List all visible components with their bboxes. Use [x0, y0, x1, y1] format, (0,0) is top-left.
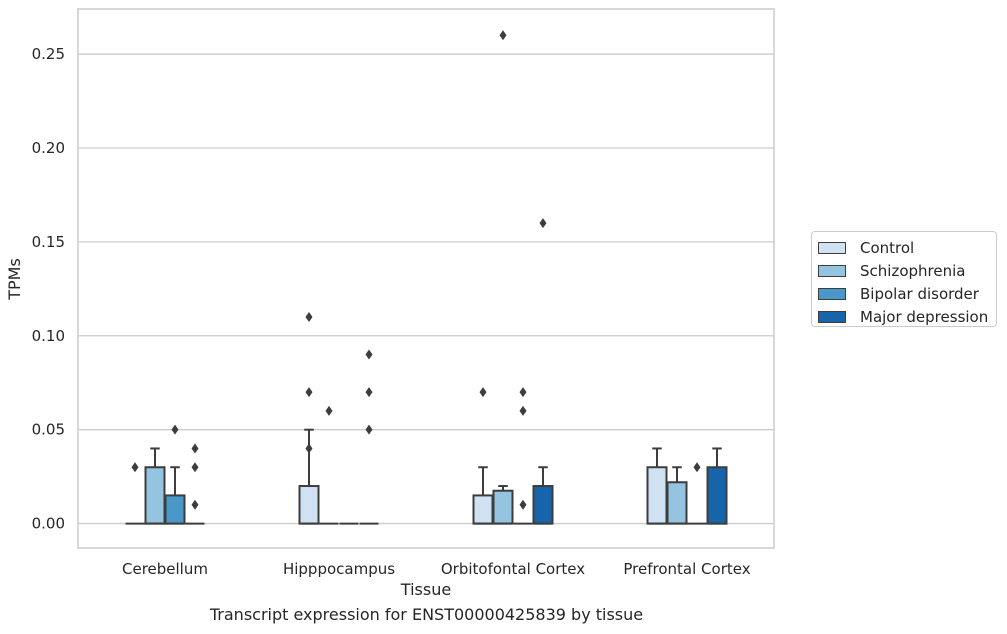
- box-body: [144, 466, 166, 525]
- box-schizophrenia: [319, 405, 339, 525]
- plot-frame: [77, 8, 775, 549]
- box-body: [164, 494, 186, 525]
- outlier-point: [191, 462, 199, 473]
- legend-label-bipolar-disorder: Bipolar disorder: [860, 284, 979, 303]
- outlier-point: [479, 387, 487, 398]
- box-body: [472, 494, 494, 525]
- outlier-point: [365, 349, 373, 360]
- y-tick-label: 0.05: [32, 421, 65, 439]
- legend-label-schizophrenia: Schizophrenia: [860, 261, 966, 280]
- outlier-point: [499, 30, 507, 41]
- x-tick-label: Prefrontal Cortex: [623, 560, 750, 578]
- legend-swatch-major-depression: [818, 310, 846, 323]
- outlier-point: [131, 462, 139, 473]
- legend-label-major-depression: Major depression: [860, 307, 989, 326]
- outlier-point: [539, 218, 547, 229]
- y-tick-label: 0.15: [32, 233, 65, 251]
- x-axis-label: Tissue: [400, 580, 451, 599]
- box-control: [646, 447, 668, 525]
- box-schizophrenia: [492, 30, 514, 525]
- legend-swatch-schizophrenia: [818, 264, 846, 277]
- legend-item-major-depression: Major depression: [818, 305, 996, 328]
- legend-swatch-control: [818, 241, 846, 254]
- outlier-point: [519, 499, 527, 510]
- legend: Control Schizophrenia Bipolar disorder M…: [811, 231, 997, 327]
- y-tick-label: 0.10: [32, 327, 65, 345]
- outlier-point: [305, 387, 313, 398]
- legend-label-control: Control: [860, 238, 915, 257]
- y-tick-label: 0.00: [32, 515, 65, 533]
- outlier-point: [365, 424, 373, 435]
- outlier-point: [305, 443, 313, 454]
- box-body: [646, 466, 668, 525]
- legend-swatch-bipolar-disorder: [818, 287, 846, 300]
- box-marks: [125, 30, 728, 525]
- outlier-point: [693, 462, 701, 473]
- outlier-point: [519, 387, 527, 398]
- x-tick-label: Cerebellum: [122, 560, 208, 578]
- box-major-depression: [532, 218, 554, 525]
- box-major-depression: [706, 447, 728, 525]
- box-major-depression: [185, 443, 205, 525]
- box-schizophrenia: [144, 447, 166, 525]
- outlier-point: [365, 387, 373, 398]
- outlier-point: [191, 443, 199, 454]
- x-tick-label: Orbitofontal Cortex: [441, 560, 585, 578]
- outlier-point: [325, 405, 333, 416]
- box-control: [472, 387, 494, 525]
- legend-item-bipolar-disorder: Bipolar disorder: [818, 282, 996, 305]
- box-body: [298, 485, 320, 525]
- box-body: [532, 485, 554, 525]
- y-tick-label: 0.25: [32, 45, 65, 63]
- outlier-point: [191, 499, 199, 510]
- legend-item-schizophrenia: Schizophrenia: [818, 259, 996, 282]
- outlier-point: [519, 405, 527, 416]
- outlier-point: [171, 424, 179, 435]
- box-body: [666, 481, 688, 525]
- box-control: [298, 312, 320, 525]
- outlier-point: [305, 312, 313, 322]
- gridlines: [78, 53, 774, 525]
- box-bipolar-disorder: [687, 462, 707, 525]
- y-axis-ticks: 0.00 0.05 0.10 0.15 0.20 0.25: [32, 45, 65, 533]
- box-body: [492, 489, 514, 525]
- box-major-depression: [359, 349, 379, 525]
- box-bipolar-disorder: [164, 424, 186, 525]
- box-body: [706, 466, 728, 525]
- box-bipolar-disorder: [513, 387, 533, 525]
- box-schizophrenia: [666, 466, 688, 525]
- x-axis-ticks: Cerebellum Hipppocampus Orbitofontal Corte…: [122, 560, 751, 578]
- chart-caption: Transcript expression for ENST0000042583…: [209, 605, 644, 624]
- legend-item-control: Control: [818, 236, 996, 259]
- box-control: [125, 462, 145, 525]
- y-axis-label: TPMs: [5, 258, 24, 301]
- x-tick-label: Hipppocampus: [283, 560, 395, 578]
- y-tick-label: 0.20: [32, 139, 65, 157]
